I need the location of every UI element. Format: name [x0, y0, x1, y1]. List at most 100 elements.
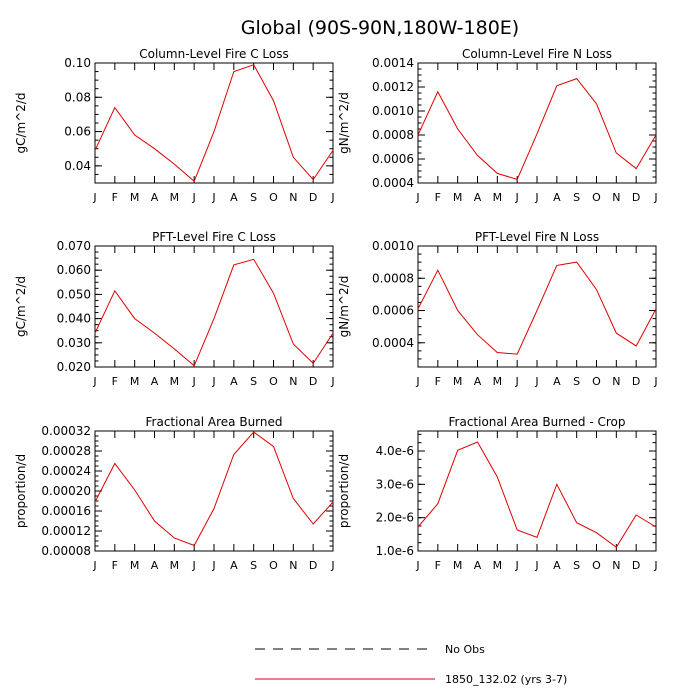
series-line [417, 261, 657, 355]
x-tick-label: N [289, 375, 297, 388]
x-tick-label: J [192, 375, 196, 388]
y-tick-label: 0.0004 [372, 336, 414, 350]
y-tick-label: 0.00024 [41, 464, 91, 478]
y-tick-label: 0.00020 [41, 484, 91, 498]
x-tick-label: J [92, 559, 96, 572]
y-tick-label: 0.040 [57, 312, 91, 326]
x-tick-label: J [534, 191, 538, 204]
x-tick-label: A [553, 375, 561, 388]
y-tick-label: 0.060 [57, 263, 91, 277]
x-tick-label: O [592, 375, 601, 388]
panel-4: PFT-Level Fire N Loss gN/m^2/d 0.0004 0.000… [337, 230, 658, 388]
y-tick-label: 0.00028 [41, 444, 91, 458]
panel-1: Column-Level Fire C Loss gC/m^2/d 0.04 0.06… [14, 47, 335, 204]
x-tick-label: S [250, 559, 257, 572]
panel-6: Fractional Area Burned - Crop proportion/… [337, 415, 658, 572]
series-line [94, 258, 334, 367]
y-axis-label: proportion/d [337, 454, 351, 528]
y-axis-label: gN/m^2/d [337, 276, 351, 338]
y-tick-label: 0.0010 [372, 239, 414, 253]
panel-title: Column-Level Fire C Loss [139, 47, 289, 61]
legend-label-model: 1850_132.02 (yrs 3-7) [445, 673, 567, 686]
x-tick-label: J [515, 191, 519, 204]
x-tick-label: J [192, 559, 196, 572]
x-tick-label: N [289, 191, 297, 204]
x-tick-label: S [250, 375, 257, 388]
x-tick-label: J [211, 375, 215, 388]
x-tick-label: J [211, 559, 215, 572]
x-tick-label: O [592, 559, 601, 572]
x-tick-label: J [515, 559, 519, 572]
y-tick-label: 0.04 [64, 159, 91, 173]
x-tick-label: J [653, 191, 657, 204]
x-tick-label: J [330, 375, 334, 388]
x-tick-label: D [309, 375, 317, 388]
x-tick-label: M [493, 375, 503, 388]
x-tick-label: N [289, 559, 297, 572]
x-tick-label: A [474, 559, 482, 572]
x-tick-label: J [415, 559, 419, 572]
y-axis-label: gC/m^2/d [14, 92, 28, 153]
y-axis-label: gN/m^2/d [337, 92, 351, 154]
panel-title: PFT-Level Fire C Loss [152, 230, 276, 244]
y-axis-label: proportion/d [14, 454, 28, 528]
legend: No Obs 1850_132.02 (yrs 3-7) [255, 643, 567, 686]
x-tick-label: A [230, 559, 238, 572]
series-line [94, 64, 334, 183]
y-tick-label: 0.0008 [372, 128, 414, 142]
y-tick-label: 4.0e-6 [376, 444, 414, 458]
y-tick-label: 0.08 [64, 90, 91, 104]
x-tick-label: S [573, 191, 580, 204]
x-tick-label: F [435, 375, 441, 388]
x-tick-label: J [330, 559, 334, 572]
y-tick-label: 0.0006 [372, 304, 414, 318]
y-tick-label: 0.00012 [41, 524, 91, 538]
x-tick-label: D [632, 559, 640, 572]
y-tick-label: 0.00032 [41, 424, 91, 438]
x-tick-label: J [92, 191, 96, 204]
x-tick-label: A [151, 375, 159, 388]
panel-5: Fractional Area Burned proportion/d 0.0000… [14, 415, 335, 572]
y-tick-label: 0.050 [57, 287, 91, 301]
y-axis-label: gC/m^2/d [14, 276, 28, 337]
x-tick-label: D [632, 375, 640, 388]
x-tick-label: M [170, 191, 180, 204]
x-tick-label: J [653, 375, 657, 388]
x-tick-label: S [573, 559, 580, 572]
series-line [94, 431, 334, 547]
y-tick-label: 0.00008 [41, 544, 91, 558]
x-tick-label: D [632, 191, 640, 204]
x-tick-label: A [553, 191, 561, 204]
figure-title: Global (90S-90N,180W-180E) [241, 17, 519, 39]
x-tick-label: J [415, 191, 419, 204]
panel-3: PFT-Level Fire C Loss gC/m^2/d 0.020 0.030 0… [14, 230, 335, 388]
x-tick-label: F [112, 191, 118, 204]
x-tick-label: M [130, 559, 140, 572]
y-tick-label: 3.0e-6 [376, 477, 414, 491]
y-tick-label: 0.06 [64, 125, 91, 139]
x-tick-label: M [130, 191, 140, 204]
series-line [417, 441, 657, 549]
x-tick-label: J [534, 559, 538, 572]
x-tick-label: M [130, 375, 140, 388]
x-tick-label: F [435, 191, 441, 204]
x-tick-label: N [612, 559, 620, 572]
x-tick-label: A [151, 191, 159, 204]
x-tick-label: O [269, 559, 278, 572]
x-tick-label: J [515, 375, 519, 388]
panel-title: Column-Level Fire N Loss [462, 47, 612, 61]
x-tick-label: A [230, 191, 238, 204]
x-tick-label: M [170, 559, 180, 572]
x-tick-label: J [192, 191, 196, 204]
x-tick-label: S [250, 191, 257, 204]
x-tick-label: M [453, 375, 463, 388]
panel-grid: Column-Level Fire C Loss gC/m^2/d 0.04 0.06… [14, 47, 658, 572]
panel-title: Fractional Area Burned [146, 415, 283, 429]
panel-title: Fractional Area Burned - Crop [449, 415, 626, 429]
y-tick-label: 0.070 [57, 239, 91, 253]
x-tick-label: A [474, 191, 482, 204]
x-tick-label: M [493, 559, 503, 572]
x-tick-label: D [309, 559, 317, 572]
x-tick-label: J [534, 375, 538, 388]
